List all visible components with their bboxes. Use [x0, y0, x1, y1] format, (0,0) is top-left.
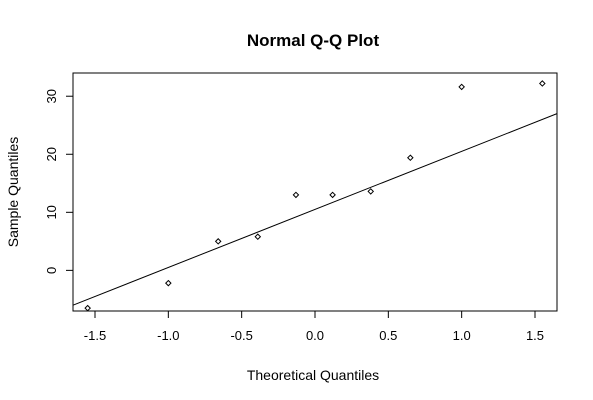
y-axis: 0 10 20 30 — [44, 89, 74, 274]
x-tick-label: 0.0 — [306, 328, 324, 343]
data-point — [329, 191, 336, 199]
data-point — [539, 80, 546, 87]
data-point — [84, 304, 91, 312]
x-tick-label: 1.0 — [453, 328, 471, 343]
x-tick-label: 1.5 — [526, 328, 544, 343]
x-axis-label: Theoretical Quantiles — [247, 367, 379, 383]
reference-line — [72, 113, 558, 306]
x-tick-label: 0.5 — [379, 328, 397, 343]
y-tick-label: 0 — [44, 267, 59, 274]
y-tick-label: 20 — [44, 147, 59, 161]
data-point — [214, 238, 222, 245]
y-axis-label: Sample Quantiles — [5, 137, 21, 248]
chart-title: Normal Q-Q Plot — [247, 31, 380, 50]
data-point — [254, 233, 262, 241]
y-tick-label: 30 — [44, 89, 59, 103]
data-point — [165, 279, 172, 287]
x-tick-label: -1.0 — [157, 328, 179, 343]
data-points — [84, 80, 546, 312]
data-point — [367, 188, 375, 195]
data-point — [292, 191, 300, 199]
y-tick-label: 10 — [44, 205, 59, 219]
x-tick-label: -0.5 — [230, 328, 252, 343]
x-tick-label: -1.5 — [84, 328, 106, 343]
x-axis: -1.5 -1.0 -0.5 0.0 0.5 1.0 1.5 — [84, 310, 544, 343]
plot-frame — [72, 72, 558, 312]
data-point — [407, 154, 414, 162]
data-point — [458, 83, 465, 91]
